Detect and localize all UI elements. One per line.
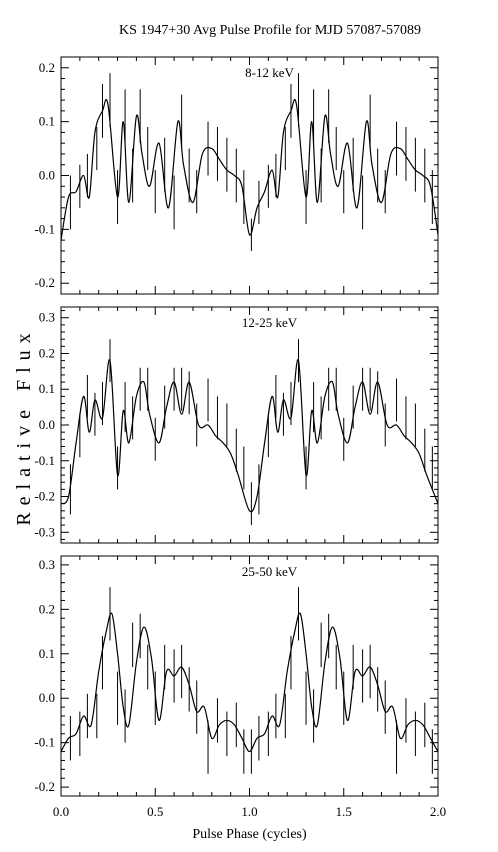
y-tick-label: -0.3 [34, 524, 55, 539]
y-tick-label: 0.0 [39, 417, 55, 432]
y-tick-label: -0.2 [34, 489, 55, 504]
y-tick-label: 0.0 [39, 690, 55, 705]
x-tick-label: 0.5 [147, 804, 163, 819]
panel-label: 8-12 keV [245, 65, 294, 80]
y-tick-label: -0.1 [34, 453, 55, 468]
y-tick-label: 0.1 [39, 114, 55, 129]
y-tick-label: -0.2 [34, 779, 55, 794]
panel-label: 12-25 keV [242, 315, 298, 330]
y-axis-label: Relative Flux [13, 326, 35, 525]
y-tick-label: -0.1 [34, 735, 55, 750]
y-tick-label: 0.1 [39, 646, 55, 661]
panel-label: 25-50 keV [242, 564, 298, 579]
panel-frame [60, 306, 439, 544]
y-tick-label: 0.2 [39, 60, 55, 75]
x-tick-label: 1.0 [241, 804, 257, 819]
y-tick-label: 0.2 [39, 601, 55, 616]
y-tick-label: 0.3 [39, 557, 55, 572]
x-axis-label: Pulse Phase (cycles) [192, 827, 307, 842]
x-tick-label: 1.5 [336, 804, 352, 819]
x-tick-label: 0.0 [53, 804, 69, 819]
y-tick-label: -0.2 [34, 275, 55, 290]
x-tick-label: 2.0 [430, 804, 446, 819]
y-tick-label: 0.1 [39, 381, 55, 396]
profile-curve [60, 612, 439, 753]
y-tick-label: 0.0 [39, 168, 55, 183]
profile-curve [60, 99, 439, 241]
y-tick-label: 0.3 [39, 310, 55, 325]
chart-title: KS 1947+30 Avg Pulse Profile for MJD 570… [119, 23, 421, 38]
y-tick-label: -0.1 [34, 221, 55, 236]
y-tick-label: 0.2 [39, 345, 55, 360]
